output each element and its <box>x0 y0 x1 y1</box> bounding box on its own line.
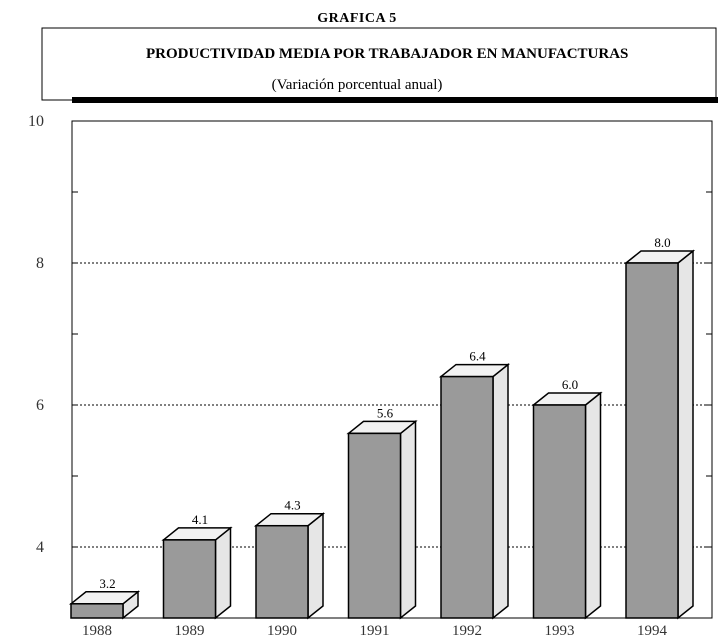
bar-side <box>214 526 232 620</box>
data-label: 4.3 <box>284 498 300 513</box>
x-tick-label: 1988 <box>82 623 112 639</box>
bar-front <box>347 432 402 619</box>
bar-front <box>70 603 124 619</box>
chart-supertitle: GRAFICA 5 <box>317 11 397 26</box>
bar-side <box>492 363 509 620</box>
bar-front <box>255 524 309 619</box>
bar-side <box>677 249 694 620</box>
chart-title: PRODUCTIVIDAD MEDIA POR TRABAJADOR EN MA… <box>146 46 628 62</box>
y-tick-label: 10 <box>28 113 44 130</box>
chart-subtitle: (Variación porcentual anual) <box>272 77 443 93</box>
title-box <box>41 27 717 101</box>
minor-ticks <box>72 120 712 619</box>
data-label: 6.0 <box>562 377 578 392</box>
x-tick-label: 1994 <box>637 623 668 639</box>
bar-side <box>399 419 417 620</box>
bar-1988: 3.2 <box>68 576 141 620</box>
y-tick-labels: 4 6 8 10 <box>28 113 44 556</box>
bar-1990: 4.3 <box>253 498 326 620</box>
data-label: 5.6 <box>377 405 394 420</box>
bar-front <box>162 539 217 619</box>
bar-front <box>532 404 587 619</box>
x-tick-label: 1992 <box>452 623 482 639</box>
x-tick-label: 1993 <box>545 623 575 639</box>
bars: 3.2 4.1 4.3 5.6 6.4 6.0 8.0 <box>68 235 696 620</box>
bar-1994: 8.0 <box>623 235 696 620</box>
x-tick-label: 1990 <box>267 623 297 639</box>
bar-side <box>584 391 602 620</box>
data-label: 3.2 <box>99 576 115 591</box>
y-tick-label: 6 <box>36 397 44 414</box>
data-label: 8.0 <box>654 235 670 250</box>
bar-side <box>307 512 324 620</box>
bar-front <box>625 262 679 619</box>
data-label: 6.4 <box>469 349 486 364</box>
bar-1992: 6.4 <box>438 349 511 620</box>
y-tick-label: 8 <box>36 255 44 272</box>
bar-1989: 4.1 <box>161 512 233 620</box>
bar-1993: 6.0 <box>531 377 603 620</box>
x-tick-label: 1989 <box>175 623 205 639</box>
data-label: 4.1 <box>192 512 208 527</box>
bar-front <box>440 375 494 619</box>
title-box-shadow <box>72 97 718 103</box>
y-tick-label: 4 <box>36 539 44 556</box>
x-tick-label: 1991 <box>360 623 390 639</box>
bar-1991: 5.6 <box>346 405 418 620</box>
x-tick-labels: 1988 1989 1990 1991 1992 1993 1994 <box>82 623 668 639</box>
